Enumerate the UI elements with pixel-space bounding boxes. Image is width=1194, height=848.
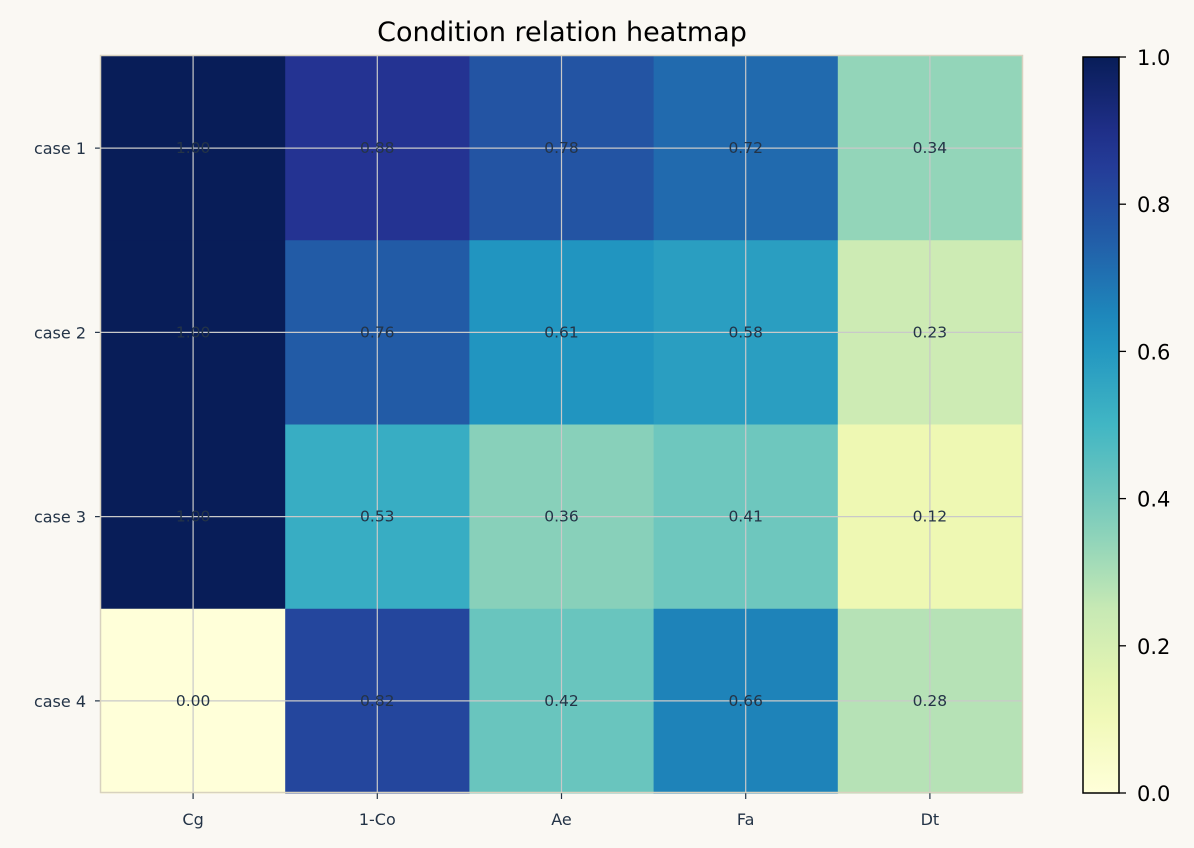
colorbar-tick-label: 0.4 xyxy=(1137,488,1170,512)
y-tick-label: case 4 xyxy=(34,692,86,711)
cell-value-label: 0.66 xyxy=(728,692,763,710)
colorbar-tick-label: 0.0 xyxy=(1137,782,1170,806)
y-tick-label: case 2 xyxy=(34,323,86,342)
cell-value-labels: 1.00 0.88 0.78 0.72 0.34 1.00 0.76 0.61 0.58 0.23… xyxy=(176,139,947,710)
cell-value-label: 0.12 xyxy=(913,508,948,526)
chart-title: Condition relation heatmap xyxy=(377,17,747,48)
colorbar-tick-label: 0.8 xyxy=(1137,193,1170,217)
plot-frame xyxy=(99,54,1024,794)
cell-value-label: 0.41 xyxy=(728,508,763,526)
colorbar-tick-label: 0.2 xyxy=(1137,635,1170,659)
grid-lines xyxy=(101,56,1022,793)
cell-value-label: 0.76 xyxy=(360,323,395,341)
colorbar-ticks: 0.0 0.2 0.4 0.6 0.8 1.0 xyxy=(1119,46,1170,806)
colorbar-tick-label: 0.6 xyxy=(1137,340,1170,364)
y-tick-label: case 1 xyxy=(34,139,86,158)
cell-value-label: 0.61 xyxy=(544,323,579,341)
cell-value-label: 1.00 xyxy=(176,139,211,157)
cell-value-label: 0.42 xyxy=(544,692,579,710)
cell-value-label: 0.78 xyxy=(544,139,579,157)
cell-value-label: 0.53 xyxy=(360,508,395,526)
cell-value-label: 0.00 xyxy=(176,692,211,710)
cell-value-label: 0.72 xyxy=(728,139,763,157)
x-tick-label: 1-Co xyxy=(359,810,396,829)
colorbar xyxy=(1082,56,1120,794)
colorbar-tick-label: 1.0 xyxy=(1137,46,1170,70)
cell-value-label: 0.34 xyxy=(913,139,948,157)
cell-value-label: 0.28 xyxy=(913,692,948,710)
x-axis: Cg 1-Co Ae Fa Dt xyxy=(182,793,939,829)
cell-value-label: 0.58 xyxy=(728,323,763,341)
cell-value-label: 1.00 xyxy=(176,323,211,341)
y-axis: case 1 case 2 case 3 case 4 xyxy=(34,139,101,711)
cell-value-label: 0.88 xyxy=(360,139,395,157)
cell-value-label: 0.36 xyxy=(544,508,579,526)
x-tick-label: Ae xyxy=(551,810,572,829)
cell-value-label: 0.82 xyxy=(360,692,395,710)
cell-value-label: 1.00 xyxy=(176,508,211,526)
cell-value-label: 0.23 xyxy=(913,323,948,341)
y-tick-label: case 3 xyxy=(34,508,86,527)
x-tick-label: Cg xyxy=(182,810,203,829)
x-tick-label: Fa xyxy=(737,810,755,829)
x-tick-label: Dt xyxy=(921,810,940,829)
